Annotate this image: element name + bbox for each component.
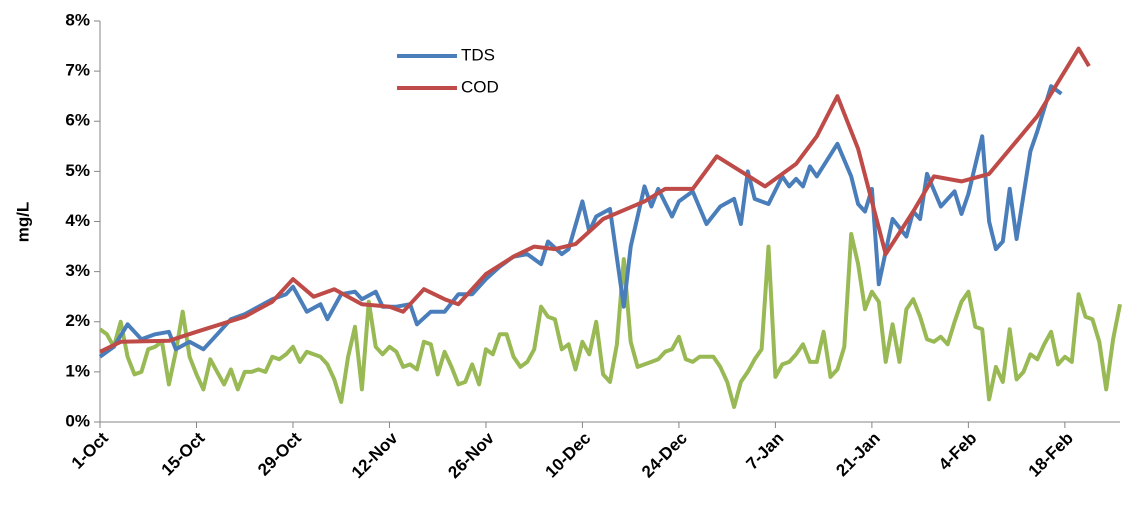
series-line bbox=[98, 84, 1063, 359]
y-tick-label: 8% bbox=[65, 10, 90, 29]
x-tick-label: 18-Feb bbox=[1025, 429, 1077, 481]
x-tick-label: 7-Jan bbox=[743, 429, 788, 474]
y-tick-label: 2% bbox=[65, 311, 90, 330]
y-tick-label: 7% bbox=[65, 61, 90, 80]
x-tick-label: 29-Oct bbox=[254, 428, 305, 479]
x-tick-label: 4-Feb bbox=[935, 429, 980, 474]
y-tick-label: 3% bbox=[65, 261, 90, 280]
x-tick-label: 12-Nov bbox=[348, 428, 402, 482]
y-tick-label: 6% bbox=[65, 111, 90, 130]
series-line bbox=[99, 46, 1091, 354]
y-axis-label: mg/L bbox=[13, 202, 32, 243]
series-line bbox=[98, 232, 1122, 409]
y-tick-label: 1% bbox=[65, 361, 90, 380]
x-tick-label: 21-Jan bbox=[832, 429, 884, 481]
x-tick-label: 1-Oct bbox=[68, 428, 112, 472]
legend-label: COD bbox=[461, 77, 499, 96]
x-tick-label: 26-Nov bbox=[444, 428, 498, 482]
legend-label: TDS bbox=[461, 45, 495, 64]
y-tick-label: 5% bbox=[65, 161, 90, 180]
x-tick-label: 15-Oct bbox=[158, 428, 209, 479]
x-tick-label: 10-Dec bbox=[542, 429, 595, 482]
y-tick-label: 4% bbox=[65, 211, 90, 230]
x-tick-label: 24-Dec bbox=[638, 429, 691, 482]
y-tick-label: 0% bbox=[65, 411, 90, 430]
